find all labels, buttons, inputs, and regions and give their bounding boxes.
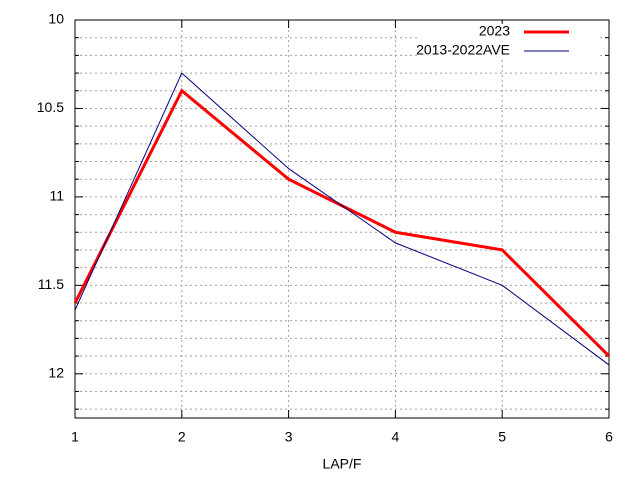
- y-tick-label: 10: [48, 11, 64, 27]
- x-tick-label: 5: [498, 429, 506, 445]
- y-tick-label: 12: [48, 364, 64, 380]
- legend-label: 2013-2022AVE: [416, 42, 510, 58]
- legend-label: 2023: [479, 23, 510, 39]
- x-tick-label: 6: [605, 429, 613, 445]
- x-axis-label: LAP/F: [323, 456, 362, 472]
- series-line: [74, 72, 610, 366]
- y-tick-label: 11: [49, 188, 64, 204]
- x-tick-label: 3: [285, 429, 293, 445]
- legend-box: [418, 24, 599, 41]
- y-tick-label: 10.5: [37, 99, 64, 115]
- x-tick-label: 2: [178, 429, 186, 445]
- y-tick-label: 11.5: [38, 276, 64, 292]
- plot-frame: [74, 19, 610, 419]
- x-tick-label: 4: [392, 429, 400, 445]
- x-tick-label: 1: [71, 429, 79, 445]
- legend-box: [418, 43, 599, 60]
